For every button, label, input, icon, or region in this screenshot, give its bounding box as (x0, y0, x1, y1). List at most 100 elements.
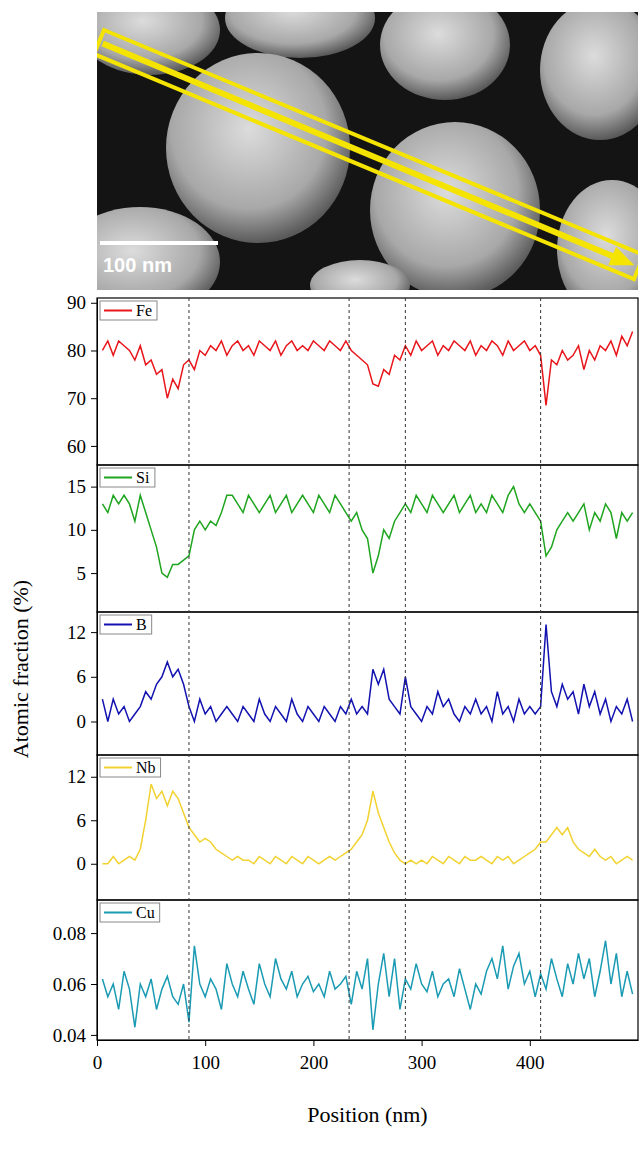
y-tick: 10 (67, 519, 97, 540)
panel-frame (97, 465, 638, 612)
y-tick: 70 (67, 388, 97, 409)
legend-label: Nb (136, 759, 156, 776)
legend-box (100, 468, 155, 487)
y-tick-label: 0.08 (53, 923, 86, 944)
panel-nb: 0 6 12 Nb (67, 755, 638, 901)
series-line (102, 331, 632, 405)
legend: Fe (100, 301, 157, 320)
legend-swatch (104, 477, 132, 479)
x-tick-mark (97, 1040, 98, 1046)
legend-swatch (104, 310, 132, 312)
y-tick: 5 (77, 563, 98, 584)
y-tick: 6 (77, 666, 98, 687)
y-tick-mark (91, 303, 97, 304)
x-tick-mark (313, 1040, 314, 1046)
x-tick: 400 (516, 1040, 545, 1073)
y-tick-label: 15 (67, 476, 86, 497)
y-tick-label: 12 (67, 766, 86, 787)
legend-box (100, 301, 157, 320)
scale-bar (100, 241, 218, 245)
reference-line (405, 298, 406, 1040)
scan-box (97, 30, 638, 279)
plot-area (102, 941, 632, 1030)
x-tick-label: 100 (191, 1052, 220, 1073)
scale-bar-label: 100 nm (103, 254, 172, 276)
y-axis-title: Atomic fraction (%) (8, 580, 33, 758)
panel-frame (97, 298, 638, 465)
series-line (102, 941, 632, 1030)
x-tick: 0 (93, 1040, 103, 1073)
y-tick: 12 (67, 622, 97, 643)
y-tick-mark (91, 1035, 97, 1036)
y-axis-line (97, 466, 98, 613)
y-tick: 0.06 (53, 974, 97, 995)
y-tick: 60 (67, 435, 97, 456)
legend-box (100, 903, 160, 922)
particle (225, 12, 375, 58)
plot-area (102, 625, 632, 722)
x-tick-label: 200 (300, 1052, 329, 1073)
x-tick-mark (530, 1040, 531, 1046)
legend: Si (100, 468, 155, 487)
y-tick-label: 6 (77, 810, 87, 831)
particle (540, 12, 638, 140)
y-axis: 0.04 0.06 0.08 (53, 901, 98, 1046)
y-tick-mark (91, 864, 97, 865)
reference-line (349, 298, 350, 1040)
particle (380, 12, 510, 100)
legend-box (100, 615, 152, 634)
series-line (102, 625, 632, 722)
x-tick-label: 0 (93, 1052, 103, 1073)
panel-b: 0 6 12 B (67, 612, 638, 756)
legend: B (100, 615, 152, 634)
legend-label: Cu (136, 904, 155, 921)
y-tick: 0 (77, 853, 98, 874)
micrograph (97, 12, 638, 290)
y-tick-mark (91, 933, 97, 934)
y-tick-mark (91, 350, 97, 351)
y-tick-mark (91, 632, 97, 633)
particle (97, 207, 220, 290)
figure: 100 nm60708090Fe51015Si0612B0612Nb0.040.… (0, 0, 642, 1163)
y-tick: 0 (77, 711, 98, 732)
x-tick-mark (422, 1040, 423, 1046)
x-tick: 200 (300, 1040, 329, 1073)
y-axis-line (97, 756, 98, 901)
y-tick: 15 (67, 476, 97, 497)
panel-fe: 60 70 80 90 Fe (67, 292, 638, 465)
y-tick: 80 (67, 340, 97, 361)
plot-area (102, 784, 632, 864)
legend-swatch (104, 624, 132, 626)
y-tick-label: 80 (67, 340, 86, 361)
x-tick: 300 (408, 1040, 437, 1073)
legend-label: Si (136, 469, 150, 486)
x-axis-title: Position (nm) (307, 1102, 427, 1127)
series-line (102, 784, 632, 864)
y-tick-mark (91, 530, 97, 531)
panel-cu: 0.04 0.06 0.08 Cu (53, 900, 638, 1045)
legend: Nb (100, 758, 161, 777)
legend-box (100, 758, 161, 777)
y-tick-mark (91, 820, 97, 821)
y-tick: 6 (77, 810, 98, 831)
y-tick-label: 6 (77, 666, 87, 687)
y-tick-mark (91, 721, 97, 722)
scan-arrow-head (608, 247, 638, 275)
y-tick-label: 90 (67, 292, 86, 313)
y-axis-line (97, 613, 98, 756)
reference-line (188, 298, 189, 1040)
series-line (102, 487, 632, 578)
x-tick-label: 400 (516, 1052, 545, 1073)
legend: Cu (100, 903, 160, 922)
legend-swatch (104, 912, 132, 914)
y-axis: 5 10 15 (67, 466, 98, 613)
y-tick: 0.04 (53, 1024, 97, 1045)
y-tick-mark (91, 487, 97, 488)
reference-line (540, 298, 541, 1040)
y-tick-label: 12 (67, 622, 86, 643)
legend-label: Fe (136, 302, 152, 319)
y-tick-label: 0 (77, 711, 87, 732)
panel-si: 5 10 15 Si (67, 465, 638, 613)
panel-frame (97, 900, 638, 1040)
x-axis: 0 100 200 300 400 (93, 1040, 639, 1073)
